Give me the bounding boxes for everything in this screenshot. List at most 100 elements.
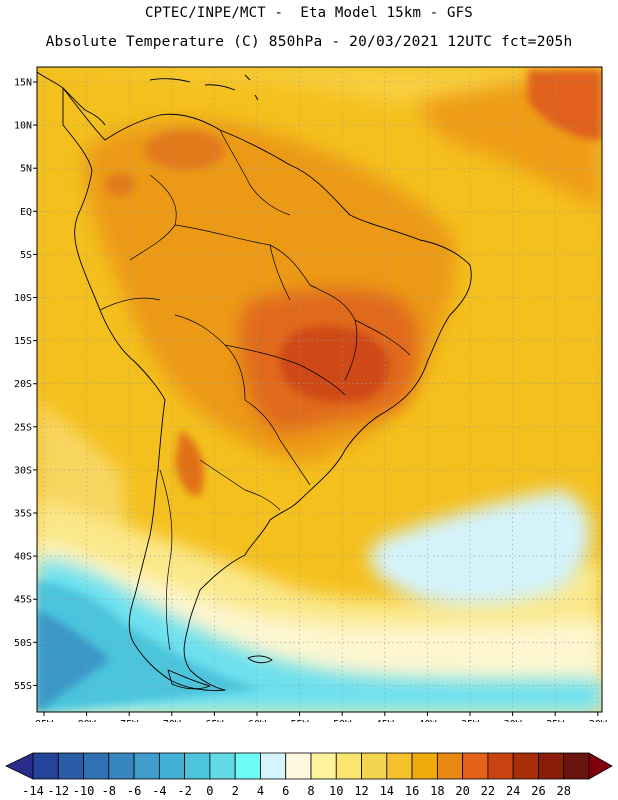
lat-label: 40S [14,552,32,563]
colorbar-swatch [184,752,211,780]
colorbar-label: 22 [481,784,495,798]
lon-label: 25W [546,719,565,722]
caribbean-islands [149,74,259,101]
colorbar-swatch [436,752,464,780]
falklands [247,655,273,664]
coastlines [36,71,472,691]
lat-label: 10N [14,121,32,132]
chart-title-line1: CPTEC/INPE/MCT - Eta Model 15km - GFS [145,5,473,21]
colorbar-label: 10 [329,784,343,798]
colorbar-label: -6 [127,784,141,798]
colorbar-label: 16 [405,784,419,798]
lon-label: 40W [418,719,437,722]
colorbar-swatch [361,752,388,780]
country-borders [99,129,411,651]
colorbar-label: -14 [22,784,44,798]
colorbar: -14 -12 -10 -8 -6 -4 -2 0 2 4 6 8 10 12 14 16 18 20 22 24 26… [5,752,613,798]
lat-label: 35S [14,509,32,520]
lon-label: 85W [35,719,54,722]
lat-label: 50S [14,638,32,649]
lon-label: 45W [376,719,395,722]
lon-label: 20W [589,719,608,722]
lat-label: 10S [14,293,32,304]
field-atlantic-hot [528,70,602,140]
colorbar-label: 26 [531,784,545,798]
lon-label: 50W [333,719,352,722]
colorbar-swatch [32,752,59,780]
colorbar-label: 8 [307,784,314,798]
lat-label: 25S [14,422,32,433]
lat-label: 20S [14,379,32,390]
lat-label: 45S [14,595,32,606]
colorbar-swatch [158,752,186,780]
colorbar-label: 2 [232,784,239,798]
lon-label: 30W [504,719,523,722]
colorbar-swatch [310,752,337,780]
colorbar-swatch [260,752,287,780]
field-drake-colder [37,610,110,712]
lon-label: 60W [248,719,267,722]
colorbar-label: 28 [557,784,571,798]
south-america-coastline [62,87,472,691]
colorbar-label: 20 [455,784,469,798]
lat-label: 55S [14,681,32,692]
field-brazil-core [280,326,389,402]
lon-label: 55W [291,719,310,722]
lat-label: 5S [20,250,32,261]
colorbar-swatch [512,752,539,780]
colorbar-label: -8 [102,784,116,798]
longitude-axis: 85W 80W 75W 70W 65W 60W 55W 50W 45W 40W 35W 30W 25W 2… [35,712,608,722]
field-atlantic-cool [369,490,591,605]
field-colombia-hot [105,173,135,197]
colorbar-label: -10 [73,784,95,798]
colorbar-swatches [5,752,613,780]
field-drake-cool [37,580,260,712]
lon-label: 35W [461,719,480,722]
temperature-field [37,67,602,712]
latitude-axis: 15N 10N 5N EQ 5S 10S 15S 20S 25S 30S 35S 40S 45S 50S 5… [14,78,37,692]
lon-label: 80W [78,719,97,722]
colorbar-label: 12 [354,784,368,798]
colorbar-label: 18 [430,784,444,798]
colorbar-label: 4 [257,784,264,798]
chart-title-line2: Absolute Temperature (C) 850hPa - 20/03/… [45,34,573,50]
lat-label: 15S [14,336,32,347]
lon-label: 70W [163,719,182,722]
colorbar-label: 0 [206,784,213,798]
field-chaco-hot [175,430,204,496]
lon-label: 65W [205,719,224,722]
colorbar-swatch [386,752,413,780]
field-venezuela-hot [145,130,225,170]
lat-label: 15N [14,78,32,89]
map-frame [36,66,603,713]
colorbar-label: 6 [282,784,289,798]
colorbar-swatch [335,752,362,780]
colorbar-label: -4 [152,784,166,798]
colorbar-left-cap [5,752,34,780]
lat-label: EQ [20,207,32,218]
lat-label: 30S [14,465,32,476]
colorbar-swatch [563,752,590,780]
colorbar-right-cap [588,752,613,780]
colorbar-label: 14 [380,784,394,798]
colorbar-swatch [133,752,160,780]
colorbar-swatch [411,752,438,780]
colorbar-swatch [108,752,135,780]
colorbar-swatch [57,752,84,780]
colorbar-label: -2 [177,784,191,798]
colorbar-label: 24 [506,784,520,798]
lon-label: 75W [120,719,139,722]
colorbar-labels: -14 -12 -10 -8 -6 -4 -2 0 2 4 6 8 10 12 14 16 18 20 22 24 26… [22,784,571,798]
colorbar-swatch [83,752,110,780]
colorbar-swatch [285,752,312,780]
colorbar-swatch [209,752,236,780]
colorbar-swatch [462,752,489,780]
temperature-map: 15N 10N 5N EQ 5S 10S 15S 20S 25S 30S 35S 40S 45S 50S 5… [14,66,608,722]
colorbar-swatch [234,752,261,780]
tierra-del-fuego [167,669,211,690]
lat-label: 5N [20,164,32,175]
central-america-coastline [36,71,106,126]
colorbar-label: -12 [47,784,69,798]
colorbar-swatch [538,752,565,780]
colorbar-swatch [487,752,514,780]
